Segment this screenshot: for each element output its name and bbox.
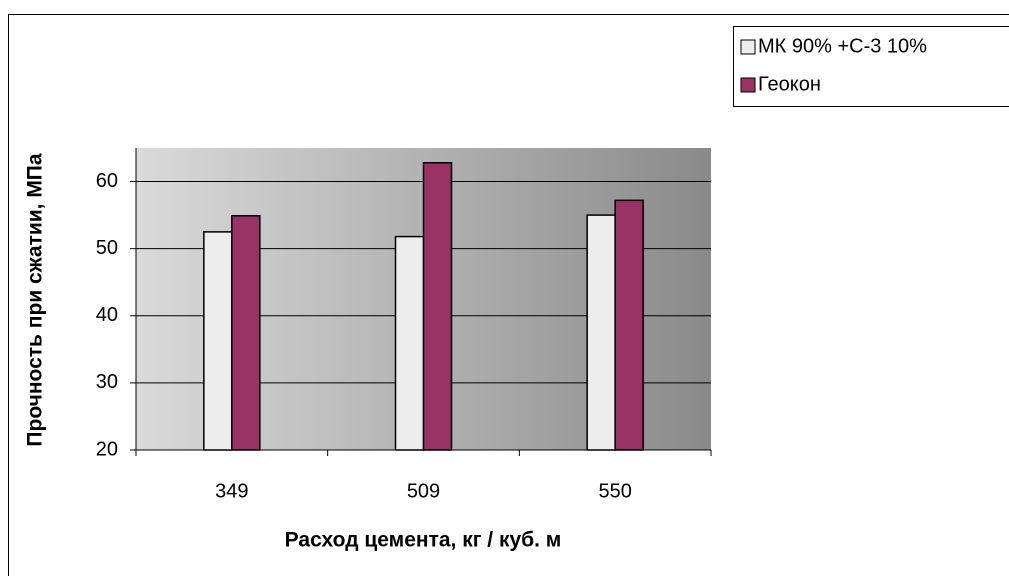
- y-axis-title: Прочность при сжатии, МПа: [24, 153, 47, 446]
- bar: [422, 162, 453, 451]
- legend-swatch: [740, 39, 756, 55]
- x-tick-label: 509: [407, 480, 440, 502]
- y-tick-label: 50: [96, 237, 118, 259]
- bar: [586, 214, 616, 451]
- x-tick-label: 550: [598, 480, 631, 502]
- bar: [614, 199, 644, 451]
- bar: [231, 215, 261, 451]
- legend-box: [733, 26, 1009, 107]
- legend-label: МК 90% +С-3 10%: [758, 35, 927, 57]
- x-axis-title: Расход цемента, кг / куб. м: [285, 529, 562, 552]
- legend-label: Геокон: [758, 73, 821, 95]
- bar: [394, 235, 425, 451]
- bar: [203, 231, 233, 451]
- legend-swatch: [740, 77, 756, 93]
- y-tick-label: 30: [96, 371, 118, 393]
- y-tick-label: 20: [96, 438, 118, 460]
- x-tick-label: 349: [215, 480, 248, 502]
- y-tick-label: 40: [96, 304, 118, 326]
- y-tick-label: 60: [96, 170, 118, 192]
